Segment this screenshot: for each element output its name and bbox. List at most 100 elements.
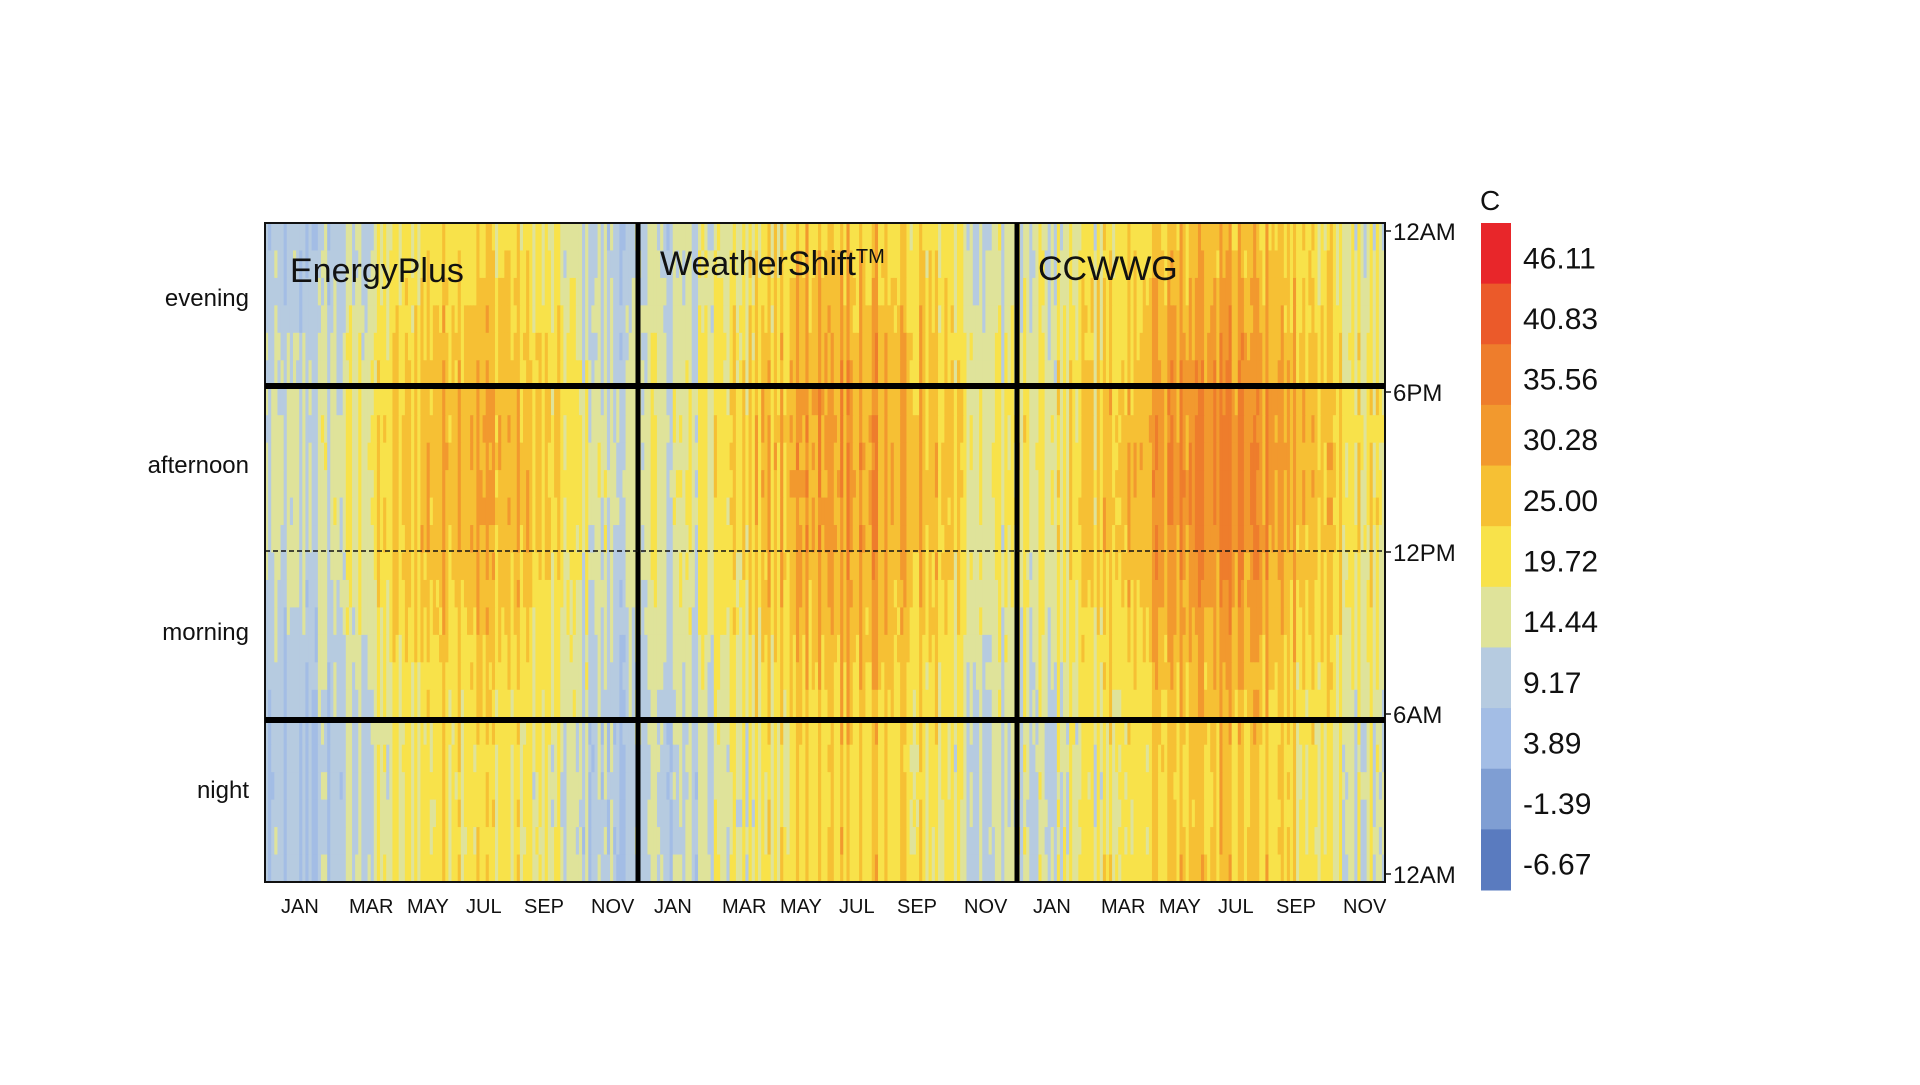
heatmap-cell <box>585 552 589 581</box>
heatmap-cell <box>554 579 558 609</box>
heatmap-cell <box>411 689 415 718</box>
heatmap-cell <box>865 607 870 636</box>
heatmap-cell <box>622 442 627 471</box>
heatmap-cell <box>972 305 977 334</box>
heatmap-cell <box>925 607 930 636</box>
heatmap-cell <box>557 772 561 801</box>
heatmap-cell <box>732 689 737 718</box>
heatmap-cell <box>919 442 923 471</box>
heatmap-cell <box>644 607 649 636</box>
heatmap-cell <box>501 552 505 581</box>
heatmap-cell <box>773 360 778 389</box>
heatmap-cell <box>878 387 882 416</box>
heatmap-cell <box>795 607 800 636</box>
heatmap-cell <box>417 827 422 856</box>
heatmap-cell <box>672 552 677 581</box>
heatmap-cell <box>454 415 459 444</box>
heatmap-cell <box>688 250 693 279</box>
heatmap-cell <box>745 552 750 581</box>
heatmap-cell <box>840 387 844 416</box>
heatmap-cell <box>289 827 294 856</box>
heatmap-cell <box>439 717 443 746</box>
heatmap-cell <box>732 470 737 499</box>
heatmap-cell <box>345 305 350 334</box>
heatmap-cell <box>401 772 406 801</box>
heatmap-cell <box>277 689 282 718</box>
heatmap-cell <box>956 305 961 334</box>
heatmap-cell <box>311 744 316 773</box>
heatmap-cell <box>504 223 509 252</box>
heatmap-cell <box>865 415 870 444</box>
heatmap-cell <box>578 717 583 746</box>
heatmap-cell <box>960 332 964 361</box>
heatmap-cell <box>720 305 724 334</box>
heatmap-cell <box>420 525 425 554</box>
heatmap-cell <box>754 360 759 389</box>
heatmap-cell <box>985 525 990 554</box>
heatmap-cell <box>934 332 939 361</box>
heatmap-cell <box>849 525 854 554</box>
heatmap-cell <box>625 662 630 691</box>
heatmap-cell <box>622 772 627 801</box>
heatmap-cell <box>268 607 272 636</box>
heatmap-cell <box>448 525 453 554</box>
heatmap-cell <box>572 223 577 252</box>
heatmap-cell <box>720 442 724 471</box>
heatmap-cell <box>764 607 769 636</box>
heatmap-cell <box>554 387 558 416</box>
heatmap-cell <box>277 305 282 334</box>
heatmap-cell <box>526 662 530 691</box>
heatmap-cell <box>296 223 300 252</box>
heatmap-cell <box>619 607 624 636</box>
heatmap-cell <box>735 250 740 279</box>
heatmap-cell <box>355 497 359 526</box>
heatmap-cell <box>376 470 381 499</box>
heatmap-cell <box>896 387 901 416</box>
heatmap-cell <box>361 827 366 856</box>
heatmap-cell <box>373 442 378 471</box>
heatmap-cell <box>339 827 344 856</box>
heatmap-cell <box>846 634 851 663</box>
heatmap-cell <box>953 470 958 499</box>
heatmap-cell <box>928 607 933 636</box>
heatmap-cell <box>330 744 334 773</box>
heatmap-cell <box>277 360 282 389</box>
heatmap-cell <box>704 525 709 554</box>
heatmap-cell <box>495 332 499 361</box>
heatmap-cell <box>526 360 530 389</box>
heatmap-cell <box>729 607 734 636</box>
heatmap-cell <box>783 497 788 526</box>
heatmap-cell <box>789 305 794 334</box>
heatmap-cell <box>308 497 313 526</box>
heatmap-cell <box>575 744 580 773</box>
heatmap-cell <box>423 799 428 828</box>
heatmap-cell <box>991 525 996 554</box>
heatmap-cell <box>386 387 390 416</box>
heatmap-cell <box>432 799 437 828</box>
heatmap-cell <box>780 387 784 416</box>
heatmap-cell <box>786 442 791 471</box>
heatmap-cell <box>934 250 939 279</box>
heatmap-cell <box>470 744 474 773</box>
heatmap-cell <box>504 579 509 609</box>
heatmap-cell <box>594 525 599 554</box>
heatmap-cell <box>538 332 543 361</box>
heatmap-cell <box>463 854 468 883</box>
heatmap-cell <box>550 799 555 828</box>
heatmap-cell <box>754 689 759 718</box>
heatmap-cell <box>585 470 589 499</box>
heatmap-cell <box>352 277 356 306</box>
heatmap-cell <box>660 470 664 499</box>
heatmap-cell <box>944 305 949 334</box>
heatmap-cell <box>710 250 715 279</box>
heatmap-cell <box>560 305 564 334</box>
heatmap-cell <box>859 497 863 526</box>
heatmap-cell <box>884 525 889 554</box>
heatmap-cell <box>501 689 505 718</box>
heatmap-cell <box>710 332 715 361</box>
heatmap-cell <box>352 827 356 856</box>
heatmap-cell <box>827 387 832 416</box>
heatmap-cell <box>631 827 636 856</box>
heatmap-cell <box>925 525 930 554</box>
heatmap-cell <box>805 360 810 389</box>
